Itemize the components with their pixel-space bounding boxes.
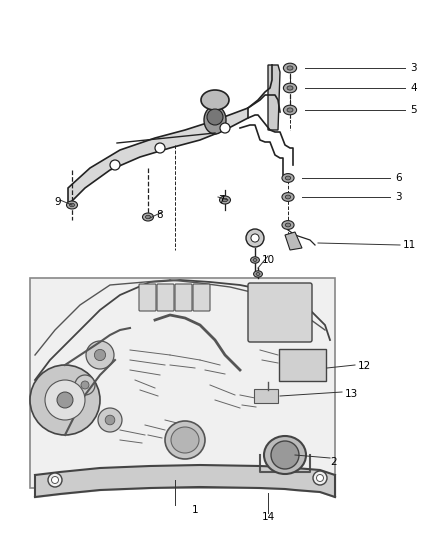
Ellipse shape [219,196,230,204]
Ellipse shape [254,271,262,277]
Circle shape [86,341,114,369]
Circle shape [75,375,95,395]
Ellipse shape [282,221,294,229]
Circle shape [95,350,106,361]
Text: 6: 6 [395,173,402,183]
Text: 3: 3 [410,63,417,73]
Text: 4: 4 [410,83,417,93]
Circle shape [98,408,122,432]
Circle shape [155,143,165,153]
Circle shape [110,160,120,170]
FancyBboxPatch shape [175,284,192,311]
Ellipse shape [171,427,199,453]
Ellipse shape [204,106,226,134]
Ellipse shape [165,421,205,459]
Circle shape [271,441,299,469]
Circle shape [105,415,115,425]
Ellipse shape [287,66,293,70]
Ellipse shape [285,176,291,180]
Text: 9: 9 [55,197,61,207]
FancyBboxPatch shape [193,284,210,311]
Ellipse shape [264,436,306,474]
Ellipse shape [67,201,78,209]
Ellipse shape [285,195,291,199]
Circle shape [317,474,324,481]
Ellipse shape [201,90,229,110]
Text: 7: 7 [218,195,225,205]
Text: 5: 5 [410,105,417,115]
Ellipse shape [145,215,151,219]
Ellipse shape [253,259,257,261]
Ellipse shape [282,174,294,182]
Ellipse shape [287,86,293,90]
Circle shape [246,229,264,247]
Text: 3: 3 [395,192,402,202]
Polygon shape [268,65,280,130]
Ellipse shape [70,203,74,207]
Circle shape [45,380,85,420]
Text: 10: 10 [261,255,275,265]
Polygon shape [285,232,302,250]
Circle shape [57,392,73,408]
Text: 8: 8 [157,210,163,220]
Circle shape [251,234,259,242]
Text: 13: 13 [345,389,358,399]
Text: 1: 1 [192,505,198,515]
FancyBboxPatch shape [254,389,278,403]
Text: 2: 2 [330,457,337,467]
Circle shape [52,477,59,483]
Circle shape [48,473,62,487]
Text: 12: 12 [358,361,371,371]
Polygon shape [68,108,248,205]
Circle shape [81,381,89,389]
FancyBboxPatch shape [139,284,156,311]
Circle shape [30,365,100,435]
Ellipse shape [283,83,297,93]
FancyBboxPatch shape [30,278,335,488]
Ellipse shape [256,272,260,276]
FancyBboxPatch shape [248,283,312,342]
Ellipse shape [283,63,297,73]
Circle shape [313,471,327,485]
Ellipse shape [287,108,293,112]
Ellipse shape [142,213,153,221]
FancyBboxPatch shape [279,349,326,381]
Circle shape [220,123,230,133]
Ellipse shape [251,257,259,263]
Ellipse shape [283,105,297,115]
Text: 11: 11 [403,240,416,250]
FancyBboxPatch shape [157,284,174,311]
Circle shape [207,109,223,125]
Text: 14: 14 [261,512,275,522]
Ellipse shape [282,192,294,201]
Ellipse shape [223,198,227,202]
Ellipse shape [285,223,291,227]
